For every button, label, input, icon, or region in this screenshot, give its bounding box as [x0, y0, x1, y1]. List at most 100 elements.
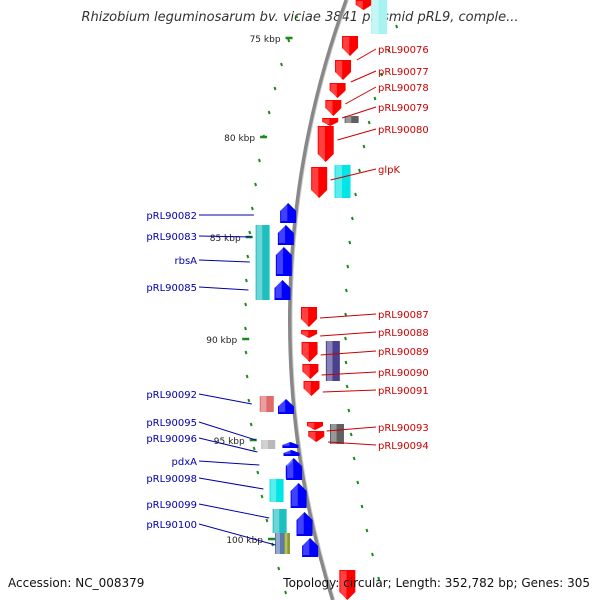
scale-label: 90 kbp — [206, 336, 237, 346]
reverse-gene-arrow-shine — [283, 443, 290, 446]
forward-gene-arrow-body — [317, 126, 334, 162]
label-leader-line — [321, 371, 377, 376]
outer-dot — [395, 24, 399, 29]
scale-dot — [284, 590, 288, 595]
outer-dot — [371, 552, 374, 557]
label-leader-line — [326, 426, 377, 432]
outer-dot — [344, 288, 348, 293]
scale-dot — [244, 302, 248, 307]
reverse-gene-arrow-body — [277, 225, 294, 245]
outer-dot — [380, 72, 383, 77]
outer-dot — [387, 48, 391, 53]
forward-gene-arrow-shine — [356, 1, 363, 8]
forward-gene-arrow-body — [303, 381, 320, 396]
label-leader-line — [198, 421, 256, 441]
outer-dot — [348, 240, 352, 245]
label-leader-line — [198, 235, 252, 238]
label-leader-line — [350, 70, 377, 83]
reverse-gene-arrow-body — [286, 460, 303, 480]
forward-gene-arrow — [301, 307, 318, 327]
cyan-feature — [371, 0, 388, 34]
scale-dot — [265, 518, 269, 523]
forward-gene-arrow — [311, 167, 328, 198]
reverse-gene-arrow-body — [275, 247, 292, 276]
outer-dot — [360, 504, 364, 509]
grey-feature-body — [261, 440, 276, 449]
scale-dot — [273, 86, 277, 91]
grey-feature — [261, 440, 276, 449]
slate-feature-body — [274, 533, 285, 554]
purple-feature-body — [325, 341, 340, 381]
gene-label: pRL90076 — [378, 45, 429, 56]
reverse-gene-arrow-body — [302, 538, 319, 557]
forward-gene-arrow-shine — [302, 331, 309, 336]
reverse-gene-arrow-shine — [287, 461, 294, 478]
reverse-gene-arrow-shine — [284, 451, 291, 454]
cyan-feature-shine — [273, 509, 280, 533]
slate-feature-shine — [275, 533, 280, 554]
scale-label: 95 kbp — [214, 437, 245, 447]
outer-dot — [373, 96, 377, 101]
cyan-feature — [272, 509, 287, 533]
scale-dot — [248, 230, 252, 235]
cyan-feature-body — [371, 0, 388, 34]
forward-gene-arrow — [301, 342, 318, 362]
grey-feature-body — [329, 424, 344, 444]
reverse-gene-arrow-body — [290, 483, 307, 508]
reverse-gene-arrow-body — [282, 442, 299, 448]
reverse-gene-arrow — [274, 280, 291, 300]
forward-gene-arrow-body — [311, 167, 328, 198]
forward-gene-arrow-shine — [304, 382, 311, 394]
reverse-gene-arrow — [278, 399, 295, 414]
gene-label: pRL90087 — [378, 310, 429, 321]
scale-dot — [277, 566, 281, 571]
cyan-feature — [255, 225, 270, 300]
forward-gene-arrow-body — [307, 422, 324, 430]
outer-dot — [344, 360, 348, 365]
forward-gene-arrow — [342, 36, 359, 56]
outer-dot — [344, 336, 347, 341]
olive-feature — [283, 533, 290, 554]
scale-dot — [245, 374, 249, 379]
gene-label: pRL90095 — [146, 418, 197, 429]
gene-label: pRL90100 — [146, 520, 197, 531]
scale-dot — [258, 158, 261, 163]
outer-dot — [365, 528, 369, 533]
gene-label: pRL90090 — [378, 368, 429, 379]
reverse-gene-arrow-shine — [281, 204, 288, 221]
forward-gene-arrow-shine — [340, 571, 347, 598]
reverse-gene-arrow — [302, 538, 319, 557]
forward-gene-arrow — [308, 431, 325, 442]
scale-dot — [256, 470, 260, 475]
reverse-gene-arrow-shine — [303, 539, 310, 555]
olive-feature-shine — [284, 533, 288, 554]
grey-feature-shine — [345, 116, 352, 123]
reverse-gene-arrow — [280, 203, 297, 223]
label-leader-line — [198, 437, 258, 453]
scale-label: 100 kbp — [226, 536, 263, 546]
forward-gene-arrow-body — [325, 100, 342, 116]
reverse-gene-arrow-shine — [275, 281, 282, 298]
scale-dot — [249, 422, 253, 427]
forward-gene-arrow-body — [342, 36, 359, 56]
scale-label: 75 kbp — [250, 35, 281, 45]
forward-gene-arrow — [302, 364, 319, 379]
forward-gene-arrow — [339, 570, 356, 600]
label-leader-line — [337, 128, 377, 141]
plasmid-backbone-highlight — [291, 0, 349, 600]
gene-label: pRL90083 — [146, 232, 197, 243]
forward-gene-arrow-shine — [330, 84, 337, 96]
scale-dot — [252, 446, 256, 451]
grey-feature — [344, 116, 359, 123]
outer-dot — [377, 576, 381, 581]
gene-label: pRL90088 — [378, 328, 429, 339]
outer-dot — [344, 312, 348, 317]
forward-gene-arrow-shine — [308, 423, 315, 428]
gene-label: pdxA — [172, 457, 198, 468]
forward-gene-arrow-shine — [336, 61, 343, 78]
forward-gene-arrow-shine — [302, 308, 309, 325]
reverse-gene-arrow — [275, 247, 292, 276]
label-leader-line — [198, 503, 270, 519]
outer-dot — [350, 216, 354, 221]
reverse-gene-arrow-shine — [291, 484, 298, 506]
